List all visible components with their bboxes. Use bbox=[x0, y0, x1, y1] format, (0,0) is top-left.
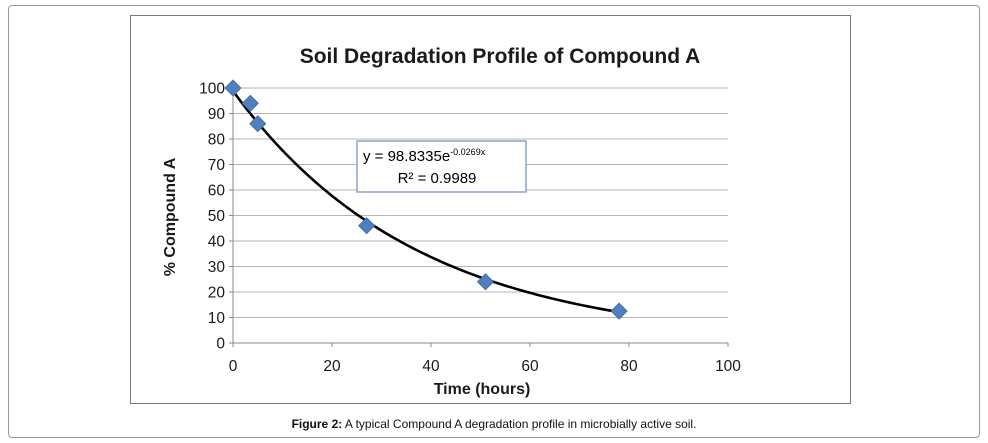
caption-text: A typical Compound A degradation profile… bbox=[342, 417, 697, 431]
y-tick-label: 30 bbox=[208, 259, 226, 276]
data-point bbox=[241, 94, 259, 112]
x-tick-labels: 0 20 40 60 80 100 bbox=[229, 358, 742, 375]
equation-prefix: y = 98.8335e bbox=[363, 148, 450, 165]
y-tick-label: 70 bbox=[208, 157, 226, 174]
y-tick-label: 20 bbox=[208, 285, 226, 302]
gridlines bbox=[233, 87, 728, 318]
data-point bbox=[610, 302, 628, 320]
x-axis-label: Time (hours) bbox=[434, 381, 531, 398]
data-point bbox=[358, 217, 376, 235]
x-tick-label: 60 bbox=[521, 358, 539, 375]
x-tick-label: 100 bbox=[715, 358, 741, 375]
x-tick-label: 80 bbox=[620, 358, 638, 375]
y-tick-label: 60 bbox=[208, 183, 226, 200]
y-tick-label: 10 bbox=[208, 310, 226, 327]
y-axis-label: % Compound A bbox=[162, 157, 179, 276]
y-tick-label: 0 bbox=[216, 336, 225, 353]
equation-label: y = 98.8335e-0.0269x bbox=[363, 147, 486, 165]
y-tick-labels: 0 10 20 30 40 50 60 70 80 90 100 bbox=[199, 81, 225, 353]
y-tick-label: 100 bbox=[199, 81, 225, 98]
data-point bbox=[249, 115, 267, 133]
x-tick-label: 20 bbox=[323, 358, 341, 375]
data-point bbox=[476, 273, 495, 291]
caption-label: Figure 2: bbox=[291, 417, 343, 431]
y-tick-label: 40 bbox=[208, 234, 226, 251]
equation-box: y = 98.8335e-0.0269x R² = 0.9989 bbox=[356, 140, 527, 193]
axes bbox=[229, 87, 729, 347]
y-tick-label: 80 bbox=[208, 132, 226, 149]
y-tick-label: 50 bbox=[208, 208, 226, 225]
x-tick-label: 0 bbox=[229, 358, 238, 375]
chart-canvas: Soil Degradation Profile of Compound A 0… bbox=[162, 45, 742, 398]
trendline bbox=[231, 90, 620, 314]
x-tick-label: 40 bbox=[422, 358, 440, 375]
chart-title: Soil Degradation Profile of Compound A bbox=[300, 45, 701, 68]
figure-caption: Figure 2: A typical Compound A degradati… bbox=[0, 417, 988, 431]
data-point bbox=[224, 79, 242, 97]
equation-exponent: -0.0269x bbox=[450, 147, 486, 157]
r-squared-label: R² = 0.9989 bbox=[398, 170, 477, 187]
data-points bbox=[224, 79, 628, 320]
y-tick-label: 90 bbox=[208, 106, 226, 123]
figure-frame bbox=[8, 5, 980, 438]
chart-area: Soil Degradation Profile of Compound A 0… bbox=[130, 15, 851, 404]
